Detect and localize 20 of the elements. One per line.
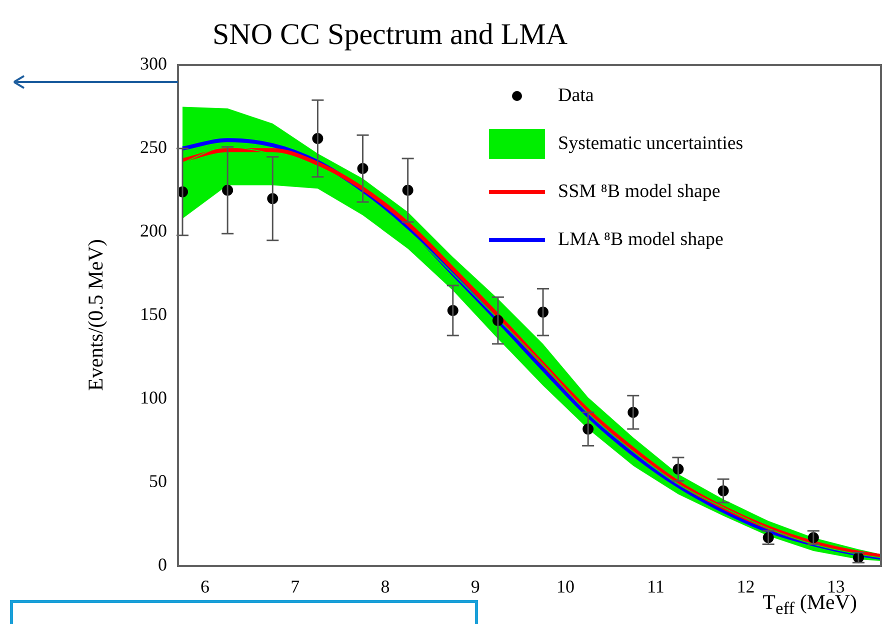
x-tick-label: 6 [200,576,210,597]
y-tick-label: 100 [140,388,167,408]
legend-label: Data [558,85,594,107]
x-tick-label: 11 [647,576,664,597]
x-tick-label: 8 [380,576,390,597]
y-tick-label: 0 [158,554,167,575]
legend-label: Systematic uncertainties [558,133,744,155]
y-tick-label: 50 [149,471,167,492]
x-tick-label: 7 [290,576,300,597]
y-axis-title: Events/(0.5 MeV) [84,239,108,391]
y-tick-label: 150 [140,304,167,324]
y-tick-label: 250 [140,137,167,158]
y-tick-label: 200 [140,220,167,241]
x-tick-label: 10 [556,576,575,597]
x-tick-label: 9 [470,576,480,597]
legend-label: LMA ⁸B model shape [558,229,724,251]
chart-title: SNO CC Spectrum and LMA [212,18,568,52]
x-tick-label: 12 [736,576,755,597]
legend-label: SSM ⁸B model shape [558,181,720,203]
y-tick-label: 300 [140,54,167,74]
